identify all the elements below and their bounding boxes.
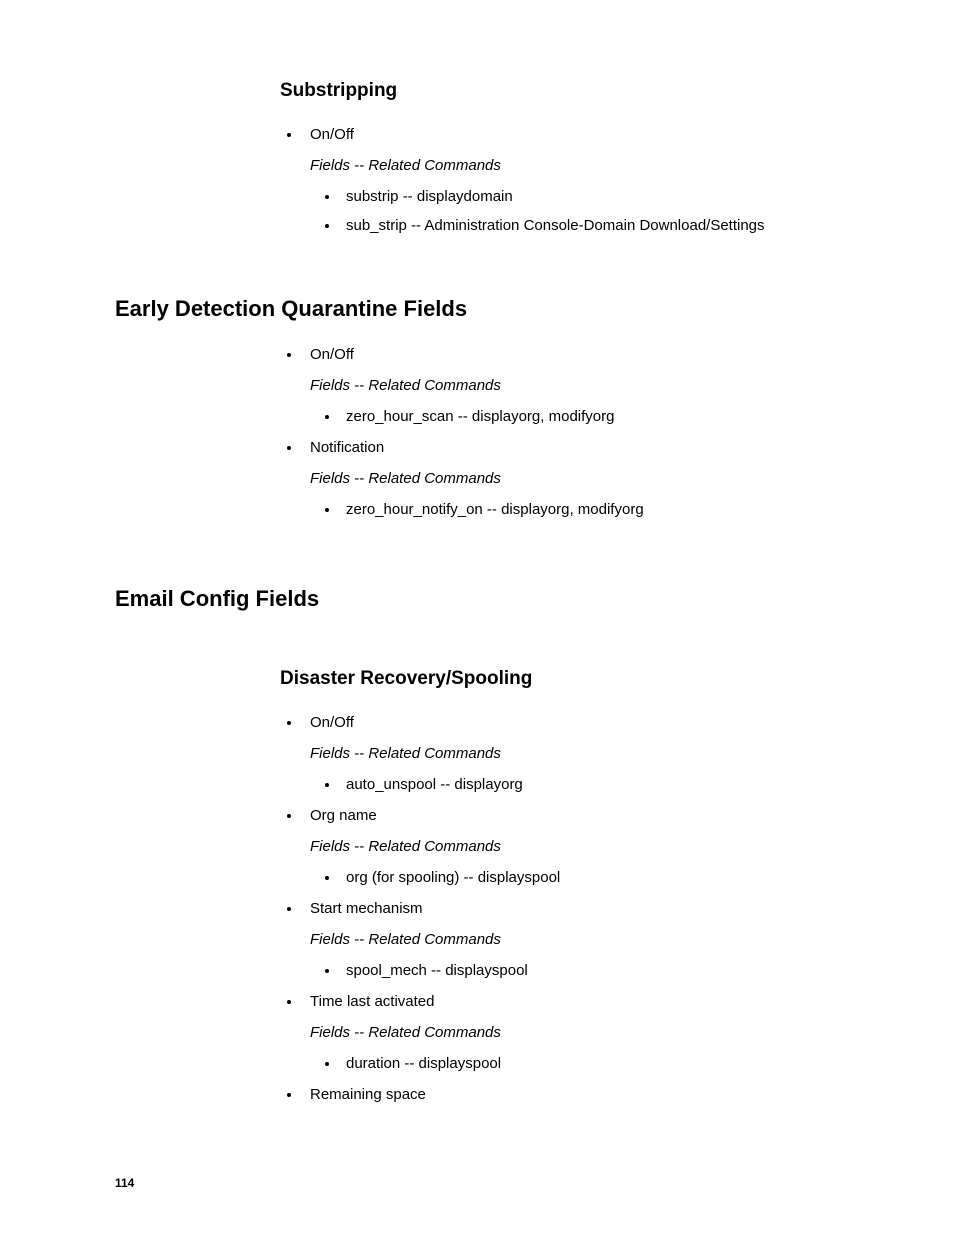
ecf-heading: Email Config Fields (115, 586, 854, 612)
list-item: On/Off Fields -- Related Commands zero_h… (302, 344, 854, 427)
item-label: Time last activated (310, 993, 435, 1010)
fields-related-commands: Fields -- Related Commands (310, 155, 854, 176)
sub-list: substrip -- displaydomain sub_strip -- A… (310, 186, 854, 236)
item-label: Remaining space (310, 1086, 426, 1103)
item-label: On/Off (310, 346, 354, 363)
item-label: On/Off (310, 714, 354, 731)
edq-section: Early Detection Quarantine Fields On/Off… (115, 296, 854, 520)
list-item: spool_mech -- displayspool (340, 960, 854, 981)
list-item: Org name Fields -- Related Commands org … (302, 805, 854, 888)
list-item: sub_strip -- Administration Console-Doma… (340, 215, 854, 236)
item-label: On/Off (310, 126, 354, 143)
item-label: Notification (310, 439, 384, 456)
page-number: 114 (115, 1176, 134, 1190)
list-item: Notification Fields -- Related Commands … (302, 437, 854, 520)
list-item: zero_hour_scan -- displayorg, modifyorg (340, 406, 854, 427)
list-item: On/Off Fields -- Related Commands auto_u… (302, 712, 854, 795)
sub-list: duration -- displayspool (310, 1053, 854, 1074)
list-item: substrip -- displaydomain (340, 186, 854, 207)
list-item: Time last activated Fields -- Related Co… (302, 991, 854, 1074)
fields-related-commands: Fields -- Related Commands (310, 836, 854, 857)
disaster-heading: Disaster Recovery/Spooling (280, 668, 854, 690)
edq-list: On/Off Fields -- Related Commands zero_h… (280, 344, 854, 520)
fields-related-commands: Fields -- Related Commands (310, 929, 854, 950)
list-item: org (for spooling) -- displayspool (340, 867, 854, 888)
list-item: zero_hour_notify_on -- displayorg, modif… (340, 499, 854, 520)
substripping-section: Substripping On/Off Fields -- Related Co… (280, 80, 854, 236)
fields-related-commands: Fields -- Related Commands (310, 375, 854, 396)
sub-list: org (for spooling) -- displayspool (310, 867, 854, 888)
edq-heading: Early Detection Quarantine Fields (115, 296, 854, 322)
list-item: auto_unspool -- displayorg (340, 774, 854, 795)
list-item: On/Off Fields -- Related Commands substr… (302, 124, 854, 236)
list-item: Remaining space (302, 1084, 854, 1105)
fields-related-commands: Fields -- Related Commands (310, 743, 854, 764)
fields-related-commands: Fields -- Related Commands (310, 1022, 854, 1043)
list-item: duration -- displayspool (340, 1053, 854, 1074)
substripping-list: On/Off Fields -- Related Commands substr… (280, 124, 854, 236)
item-label: Start mechanism (310, 900, 423, 917)
sub-list: zero_hour_notify_on -- displayorg, modif… (310, 499, 854, 520)
item-label: Org name (310, 807, 377, 824)
ecf-section: Email Config Fields Disaster Recovery/Sp… (115, 586, 854, 1105)
fields-related-commands: Fields -- Related Commands (310, 468, 854, 489)
sub-list: spool_mech -- displayspool (310, 960, 854, 981)
list-item: Start mechanism Fields -- Related Comman… (302, 898, 854, 981)
sub-list: auto_unspool -- displayorg (310, 774, 854, 795)
substripping-heading: Substripping (280, 80, 854, 102)
sub-list: zero_hour_scan -- displayorg, modifyorg (310, 406, 854, 427)
disaster-list: On/Off Fields -- Related Commands auto_u… (280, 712, 854, 1105)
